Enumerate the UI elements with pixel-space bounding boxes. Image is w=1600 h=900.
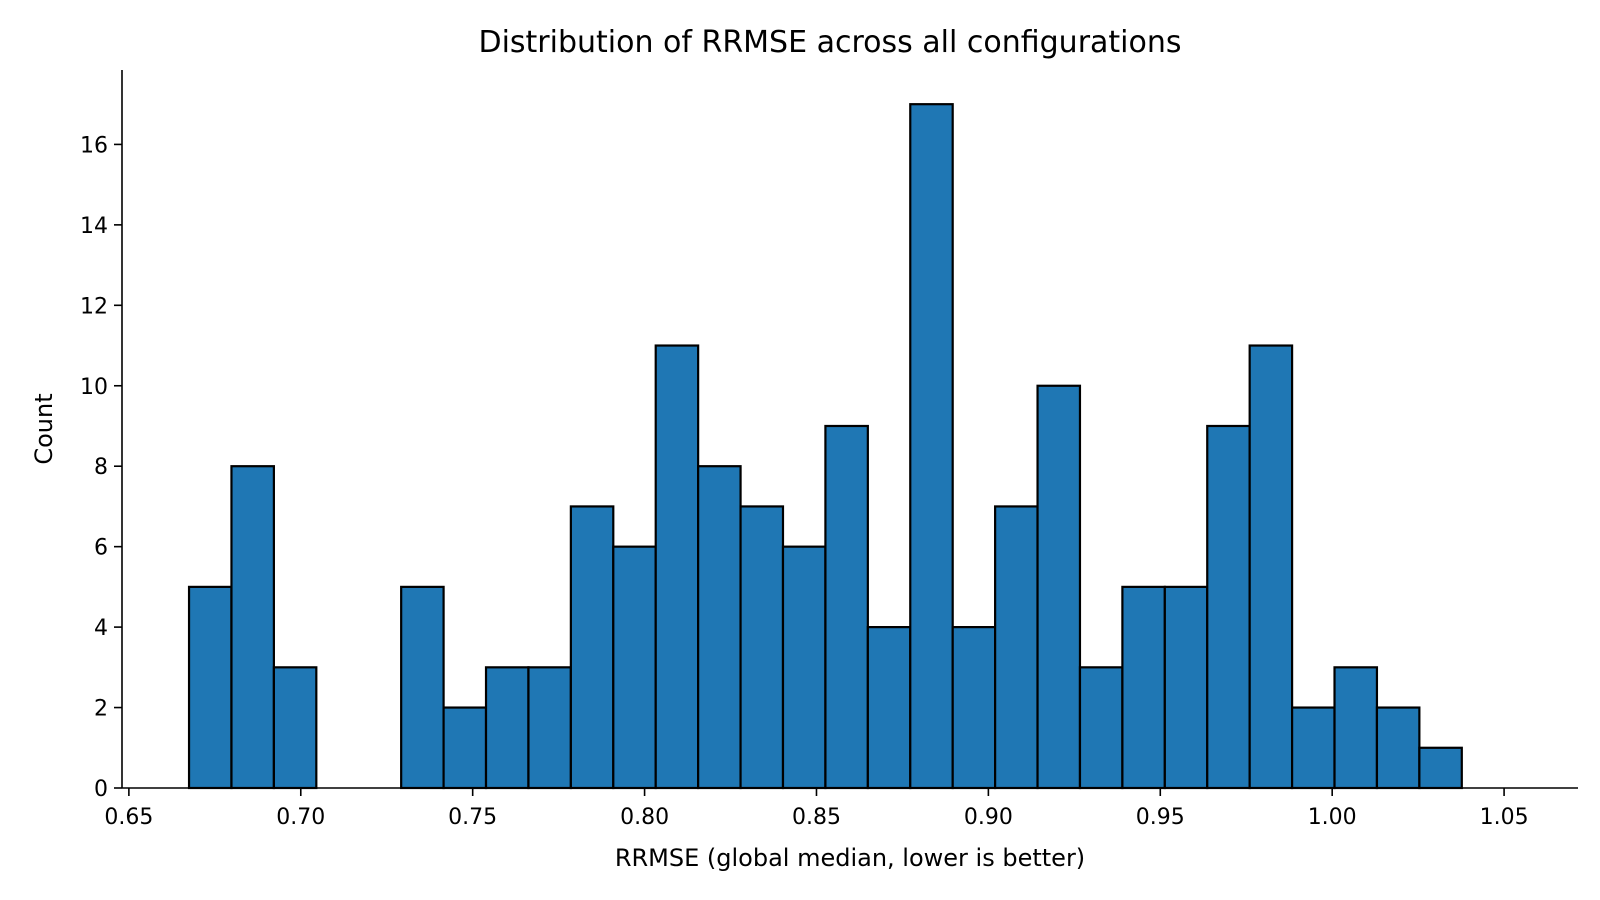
- x-tick-label: 1.00: [1308, 805, 1357, 830]
- histogram-bar: [1375, 706, 1421, 790]
- histogram-bar: [1121, 585, 1166, 790]
- histogram-bar: [569, 505, 615, 790]
- histogram-bar: [739, 505, 785, 790]
- histogram-bar: [400, 585, 445, 790]
- histogram-bar: [1248, 344, 1294, 790]
- histogram-bar: [781, 545, 827, 790]
- histogram-bar: [1078, 666, 1124, 790]
- y-tick-label: 16: [80, 133, 108, 158]
- histogram-bar: [1418, 746, 1463, 790]
- histogram-bar: [527, 666, 572, 790]
- y-tick-label: 14: [80, 214, 108, 239]
- histogram-bar: [1290, 706, 1336, 790]
- histogram-bar: [442, 706, 488, 790]
- histogram-bars: [187, 103, 1463, 790]
- histogram-bar: [951, 626, 997, 790]
- histogram-bar: [230, 465, 275, 790]
- y-tick-label: 0: [94, 777, 108, 802]
- histogram-bar: [187, 585, 233, 790]
- x-tick-label: 0.95: [1136, 805, 1185, 830]
- x-tick-label: 0.65: [104, 805, 153, 830]
- histogram-bar: [1206, 424, 1251, 790]
- x-tick-label: 0.90: [964, 805, 1013, 830]
- x-tick-label: 0.85: [792, 805, 841, 830]
- histogram-bar: [1163, 585, 1209, 790]
- histogram-bar: [1036, 384, 1082, 790]
- y-tick-label: 10: [80, 375, 108, 400]
- chart-title: Distribution of RRMSE across all configu…: [478, 25, 1181, 60]
- y-tick-label: 8: [94, 455, 108, 480]
- x-tick-label: 0.75: [448, 805, 497, 830]
- y-tick-label: 4: [94, 616, 108, 641]
- histogram-bar: [866, 626, 912, 790]
- x-axis-label: RRMSE (global median, lower is better): [615, 844, 1085, 872]
- histogram-bar: [272, 666, 318, 790]
- histogram-bar: [824, 424, 869, 790]
- histogram-bar: [484, 666, 530, 790]
- y-tick-label: 12: [80, 294, 108, 319]
- histogram-bar: [612, 545, 657, 790]
- y-tick-label: 2: [94, 697, 108, 722]
- x-axis-ticks: 0.65 0.70 0.75 0.80 0.85 0.90 0.95 1.00 1.05: [104, 788, 1529, 830]
- histogram-bar: [1333, 666, 1379, 790]
- histogram-bar: [697, 465, 742, 790]
- y-axis-label: Count: [30, 393, 58, 464]
- x-tick-label: 1.05: [1480, 805, 1529, 830]
- x-tick-label: 0.70: [276, 805, 325, 830]
- histogram-bar: [654, 344, 700, 790]
- y-tick-label: 6: [94, 536, 108, 561]
- histogram-bar: [909, 103, 954, 790]
- x-tick-label: 0.80: [620, 805, 669, 830]
- histogram-bar: [994, 505, 1039, 790]
- y-axis-ticks: 0 2 4 6 8 10 12 14 16: [80, 133, 122, 802]
